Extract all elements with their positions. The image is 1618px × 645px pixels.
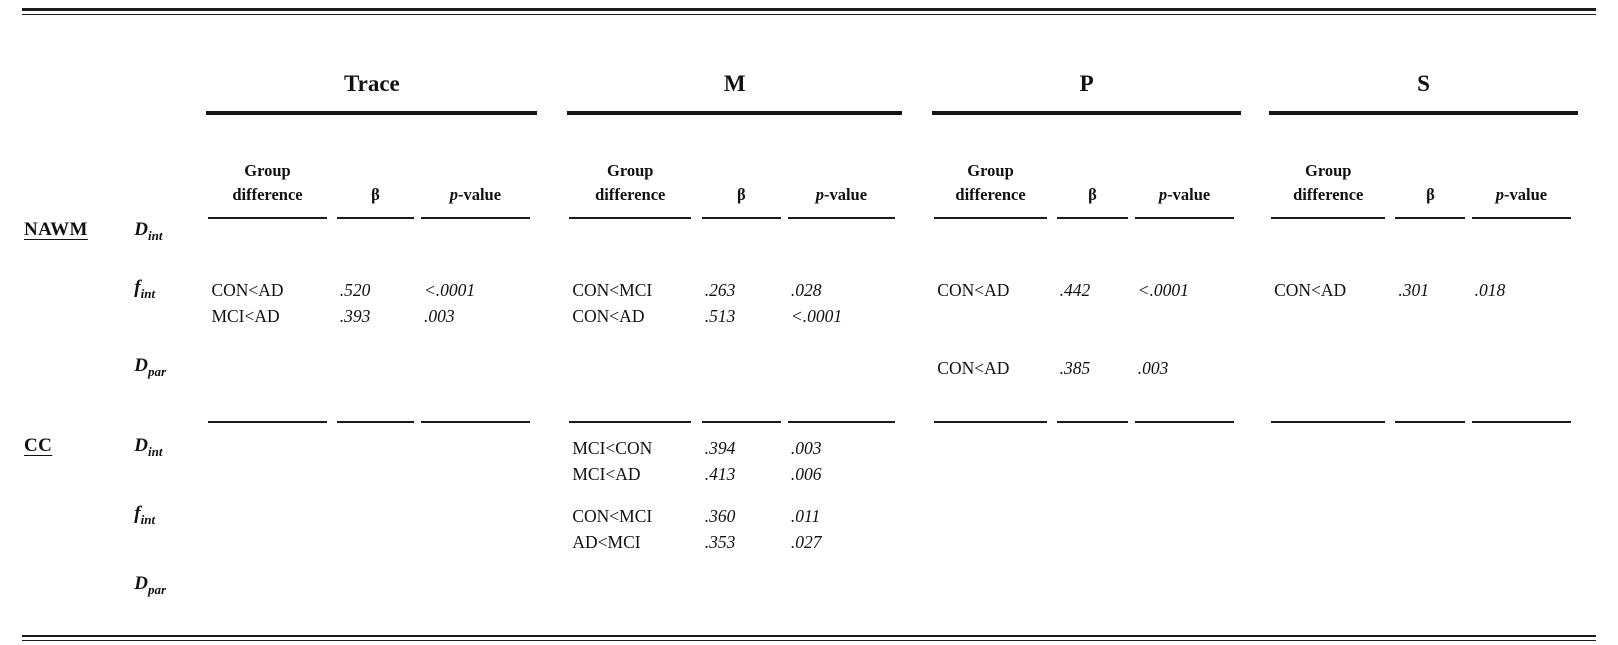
subheader-label: difference xyxy=(1293,185,1364,205)
subheader-label: difference xyxy=(595,185,666,205)
p-suffix: -value xyxy=(457,185,502,205)
separator-line xyxy=(208,421,327,423)
p-suffix: -value xyxy=(1167,185,1211,205)
metric-label-f-int: fint xyxy=(134,503,156,527)
subheader-m-beta: β xyxy=(700,113,786,219)
subheader-s-beta: β xyxy=(1393,113,1469,219)
subheader-trace-beta: β xyxy=(335,113,419,219)
subheader-label: Group xyxy=(606,160,654,180)
beta-symbol: β xyxy=(1426,185,1435,205)
group-header-p: P xyxy=(932,19,1242,115)
beta-symbol: β xyxy=(1088,185,1097,205)
cell-nawm-fint-trace-gd: CON<AD MCI<AD xyxy=(211,280,284,326)
row-nawm-fint: fint CON<AD MCI<AD .520.393 <.0001.003 CO… xyxy=(22,277,1578,355)
group-header-m-label: M xyxy=(723,71,746,96)
group-header-trace-label: Trace xyxy=(343,71,400,96)
separator-line xyxy=(1056,421,1129,423)
subheader-s-group-difference: Group difference xyxy=(1269,113,1393,219)
cell-nawm-fint-trace-beta: .520.393 xyxy=(339,280,371,326)
separator-line xyxy=(1134,421,1235,423)
metric-label-f-int: fint xyxy=(134,277,156,301)
separator-line xyxy=(1271,421,1386,423)
subheader-p-group-difference: Group difference xyxy=(932,113,1054,219)
p-suffix: -value xyxy=(823,185,868,205)
group-header-trace: Trace xyxy=(206,19,538,115)
subheader-trace-pvalue: p-value xyxy=(419,113,537,219)
cell-cc-dint-m-p: .003.006 xyxy=(790,438,822,484)
separator-line xyxy=(569,421,692,423)
p-symbol: p xyxy=(449,185,458,205)
cell-cc-dint-m-gd: MCI<CON MCI<AD xyxy=(572,438,653,484)
beta-symbol: β xyxy=(736,185,746,205)
beta-symbol: β xyxy=(371,185,380,205)
cell-nawm-dpar-p-beta: .385 xyxy=(1059,358,1091,378)
cell-nawm-fint-s-gd: CON<AD xyxy=(1274,280,1347,300)
cell-nawm-fint-s-p: .018 xyxy=(1474,280,1506,300)
row-label-nawm: NAWM xyxy=(24,219,88,240)
cell-nawm-dpar-p-gd: CON<AD xyxy=(937,358,1010,378)
subheader-m-group-difference: Group difference xyxy=(567,113,699,219)
separator-line xyxy=(1395,421,1466,423)
p-suffix: -value xyxy=(1504,185,1548,205)
group-header-s-label: S xyxy=(1417,71,1430,96)
subheader-p-beta: β xyxy=(1055,113,1133,219)
row-label-cc: CC xyxy=(24,435,53,456)
row-nawm-dint: NAWM Dint xyxy=(22,219,1578,277)
separator-line xyxy=(1471,421,1572,423)
separator-line xyxy=(701,421,781,423)
cell-nawm-fint-p-p: <.0001 xyxy=(1137,280,1189,300)
subheader-label: difference xyxy=(955,185,1026,205)
cell-cc-dint-m-beta: .394.413 xyxy=(704,438,736,484)
metric-label-d-par: Dpar xyxy=(134,355,167,379)
metric-label-d-par: Dpar xyxy=(134,573,167,597)
cell-nawm-fint-s-beta: .301 xyxy=(1398,280,1430,300)
cell-nawm-fint-m-p: .028 <.0001 xyxy=(790,280,843,326)
group-header-m: M xyxy=(567,19,903,115)
top-double-rule xyxy=(22,8,1596,15)
p-symbol: p xyxy=(815,185,824,205)
cell-nawm-fint-m-gd: CON<MCI CON<AD xyxy=(572,280,653,326)
subheader-label: difference xyxy=(232,185,303,205)
subheader-label: Group xyxy=(1305,160,1352,180)
subheader-m-pvalue: p-value xyxy=(786,113,902,219)
separator-line xyxy=(934,421,1047,423)
statistics-table: Trace M P S Group difference β xyxy=(22,19,1578,631)
cell-cc-fint-m-gd: CON<MCI AD<MCI xyxy=(572,506,653,552)
row-nawm-dpar: Dpar CON<AD .385 .003 xyxy=(22,355,1578,421)
bottom-double-rule xyxy=(22,635,1596,641)
group-header-row: Trace M P S xyxy=(22,19,1578,115)
row-cc-fint: fint CON<MCI AD<MCI .360.353 .011.027 xyxy=(22,503,1578,573)
cell-nawm-fint-p-beta: .442 xyxy=(1059,280,1091,300)
p-symbol: p xyxy=(1495,185,1505,205)
subheader-p-pvalue: p-value xyxy=(1133,113,1241,219)
cell-cc-fint-m-beta: .360.353 xyxy=(704,506,736,552)
separator-line xyxy=(336,421,415,423)
metric-label-d-int: Dint xyxy=(134,435,163,459)
subheader-trace-group-difference: Group difference xyxy=(206,113,334,219)
group-header-s: S xyxy=(1269,19,1578,115)
cell-nawm-dpar-p-p: .003 xyxy=(1137,358,1169,378)
cell-nawm-fint-p-gd: CON<AD xyxy=(937,280,1010,300)
cell-nawm-fint-trace-p: <.0001.003 xyxy=(423,280,476,326)
group-header-p-label: P xyxy=(1079,71,1094,96)
subheader-label: Group xyxy=(244,160,291,180)
subheader-label: Group xyxy=(967,160,1014,180)
row-cc-dpar: Dpar xyxy=(22,573,1578,631)
metric-label-d-int: Dint xyxy=(134,219,163,243)
subheader-row: Group difference β p-value Group differe… xyxy=(22,113,1578,219)
section-separator-row xyxy=(22,421,1578,435)
cell-nawm-fint-m-beta: .263.513 xyxy=(704,280,736,326)
subheader-s-pvalue: p-value xyxy=(1470,113,1578,219)
separator-line xyxy=(420,421,530,423)
cell-cc-fint-m-p: .011.027 xyxy=(790,506,822,552)
p-symbol: p xyxy=(1158,185,1168,205)
separator-line xyxy=(787,421,895,423)
row-cc-dint: CC Dint MCI<CON MCI<AD .394.413 .003.006 xyxy=(22,435,1578,503)
